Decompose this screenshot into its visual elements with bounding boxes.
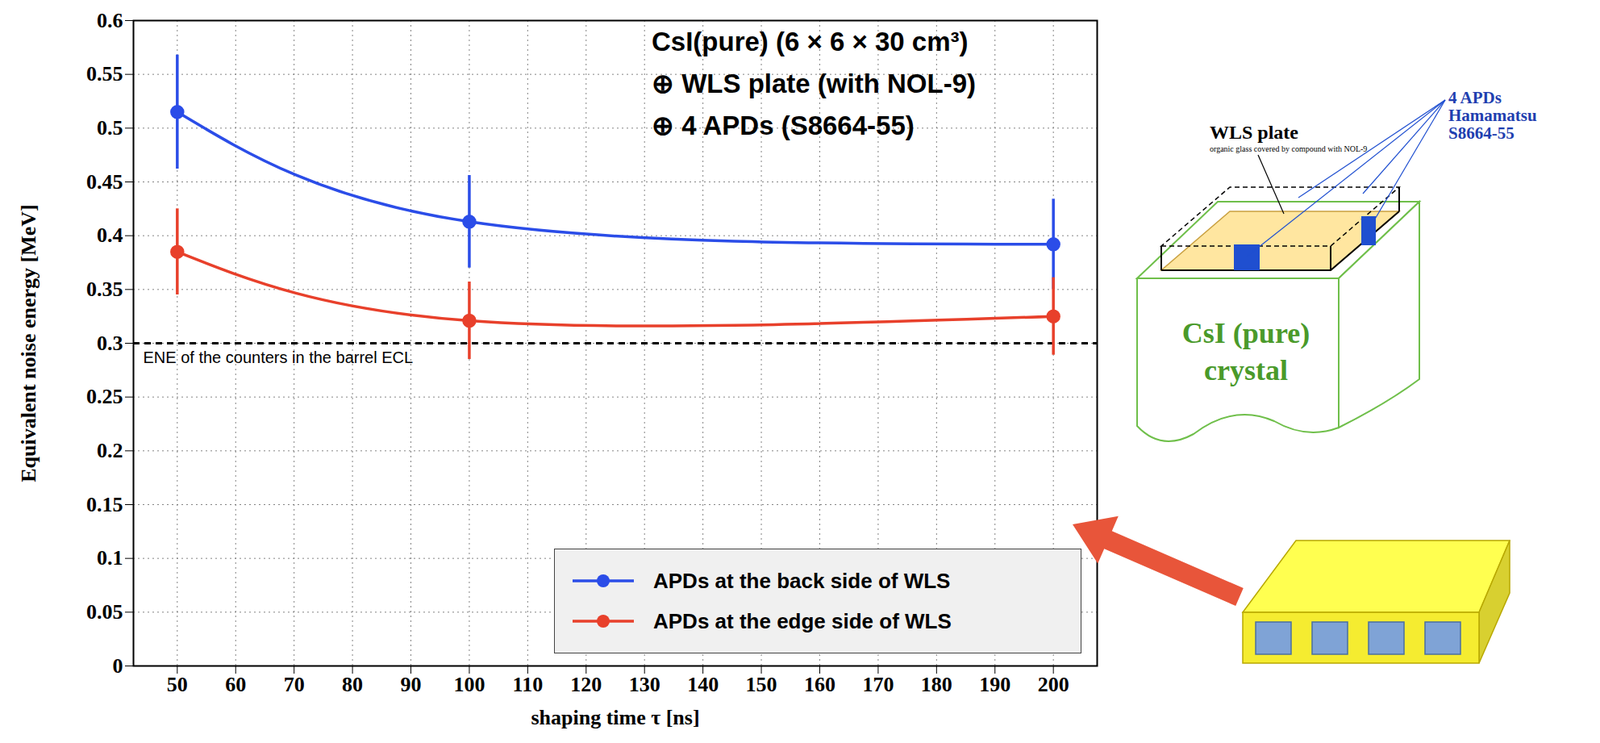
html-text:APDs at the back side of WLS: APDs at the back side of WLS bbox=[653, 568, 951, 593]
html-text:CsI(pure) (6 × 6 × 30 cm³): CsI(pure) (6 × 6 × 30 cm³) bbox=[651, 26, 969, 57]
svg-text:0.15: 0.15 bbox=[86, 492, 124, 517]
svg-text:organic glass covered by compo: organic glass covered by compound with N… bbox=[1209, 144, 1367, 154]
html-text:APDs at the edge side of WLS: APDs at the edge side of WLS bbox=[653, 608, 952, 633]
svg-text:0.55: 0.55 bbox=[86, 62, 124, 86]
svg-text:0.4: 0.4 bbox=[96, 223, 124, 247]
svg-text:CsI (pure): CsI (pure) bbox=[1182, 316, 1310, 350]
svg-text:160: 160 bbox=[804, 672, 836, 696]
svg-text:190: 190 bbox=[979, 672, 1011, 696]
svg-text:50: 50 bbox=[166, 672, 188, 696]
svg-text:0.1: 0.1 bbox=[96, 545, 124, 570]
svg-text:WLS plate: WLS plate bbox=[1209, 121, 1299, 143]
svg-text:150: 150 bbox=[745, 672, 778, 696]
html-text:⊕ 4 APDs (S8664-55): ⊕ 4 APDs (S8664-55) bbox=[651, 110, 915, 141]
svg-text:180: 180 bbox=[920, 672, 953, 696]
svg-text:0.3: 0.3 bbox=[96, 331, 124, 355]
svg-text:shaping time τ [ns]: shaping time τ [ns] bbox=[530, 705, 700, 730]
svg-text:ENE of the counters in the bar: ENE of the counters in the barrel ECL bbox=[143, 348, 414, 367]
svg-text:100: 100 bbox=[453, 672, 485, 696]
svg-text:0.6: 0.6 bbox=[96, 8, 124, 33]
svg-text:Equivalent noise energy [MeV]: Equivalent noise energy [MeV] bbox=[16, 204, 41, 482]
svg-text:0.25: 0.25 bbox=[86, 384, 124, 409]
svg-text:0.35: 0.35 bbox=[86, 277, 124, 301]
svg-text:110: 110 bbox=[512, 672, 544, 696]
svg-text:60: 60 bbox=[225, 672, 246, 696]
svg-text:120: 120 bbox=[570, 672, 602, 696]
svg-text:0.05: 0.05 bbox=[86, 600, 124, 624]
svg-text:130: 130 bbox=[629, 672, 661, 696]
svg-text:0.45: 0.45 bbox=[86, 170, 124, 194]
svg-text:140: 140 bbox=[687, 672, 719, 696]
svg-text:70: 70 bbox=[283, 672, 305, 696]
svg-text:Hamamatsu: Hamamatsu bbox=[1448, 105, 1538, 125]
html-text:⊕ WLS plate (with NOL-9): ⊕ WLS plate (with NOL-9) bbox=[651, 68, 976, 99]
svg-text:80: 80 bbox=[341, 672, 363, 696]
svg-text:crystal: crystal bbox=[1204, 354, 1288, 387]
svg-text:90: 90 bbox=[400, 672, 422, 696]
svg-text:4 APDs: 4 APDs bbox=[1448, 87, 1502, 108]
svg-text:0: 0 bbox=[112, 654, 124, 678]
svg-text:200: 200 bbox=[1037, 672, 1070, 696]
svg-text:0.5: 0.5 bbox=[96, 116, 124, 140]
svg-text:S8664-55: S8664-55 bbox=[1448, 123, 1515, 143]
svg-text:170: 170 bbox=[862, 672, 894, 696]
svg-text:0.2: 0.2 bbox=[96, 438, 124, 463]
